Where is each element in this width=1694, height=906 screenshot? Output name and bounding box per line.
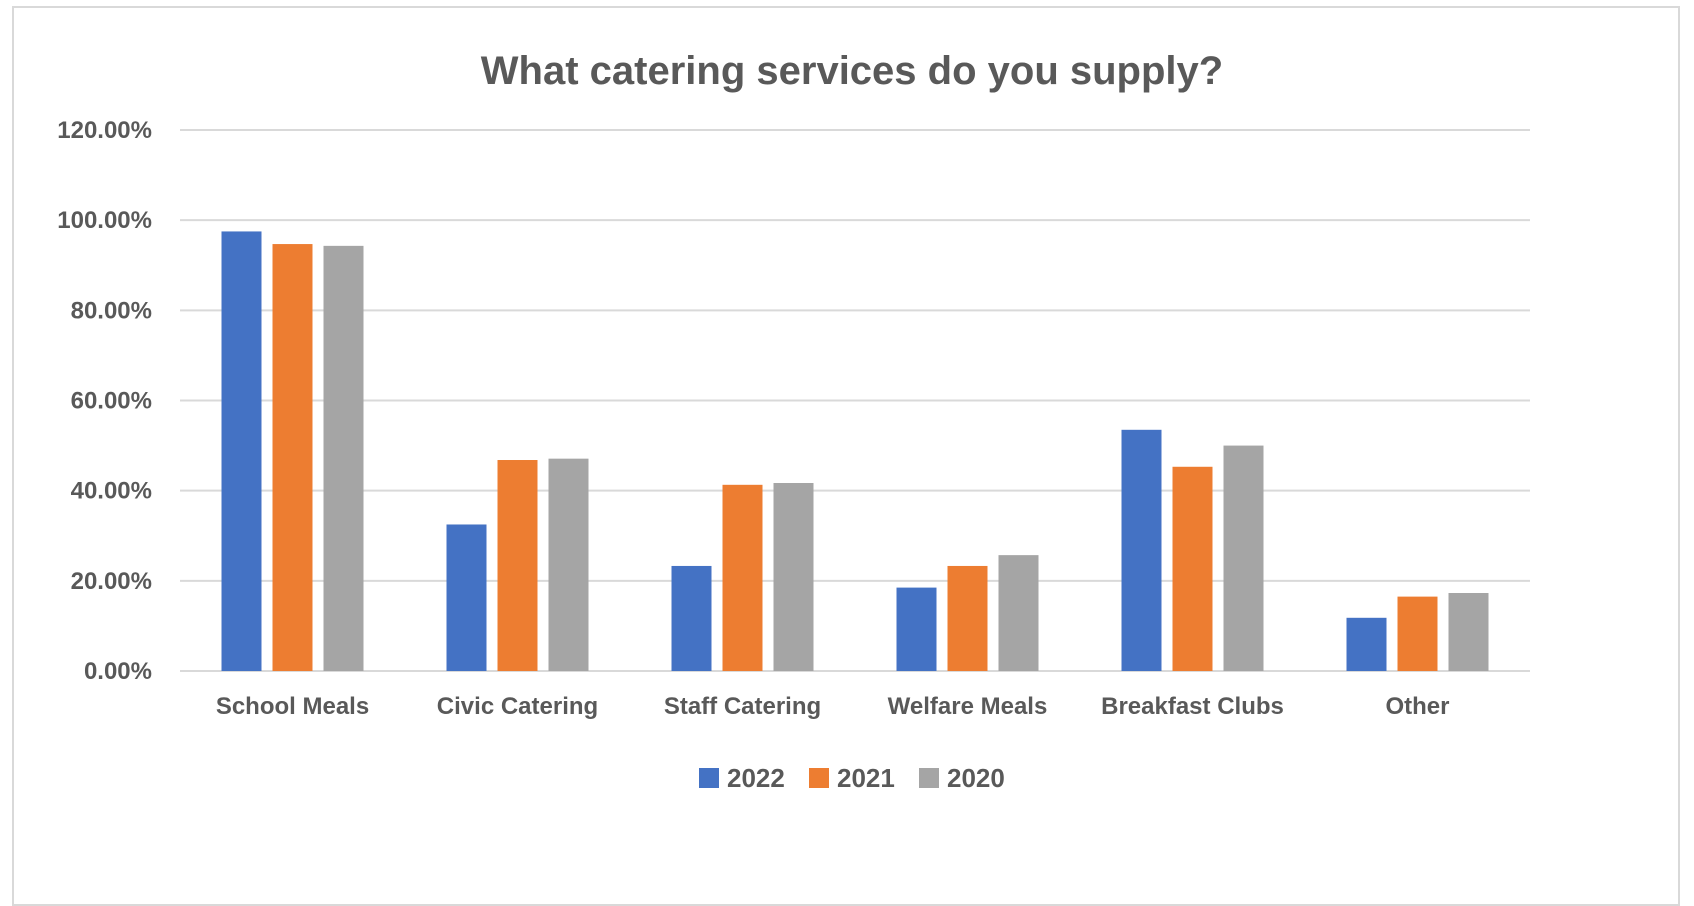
bar-2020-school-meals xyxy=(323,245,364,671)
bar-2021-breakfast-clubs xyxy=(1172,466,1213,671)
y-tick-label: 80.00% xyxy=(71,297,152,324)
bar-2020-breakfast-clubs xyxy=(1223,445,1264,671)
x-tick-label: Breakfast Clubs xyxy=(1101,693,1284,720)
y-tick-label: 20.00% xyxy=(71,568,152,595)
y-tick-label: 100.00% xyxy=(57,207,152,234)
bar-2020-other xyxy=(1448,593,1489,671)
legend-label-2021: 2021 xyxy=(837,763,895,793)
x-axis-ticks: School Meals Civic Catering Staff Catering… xyxy=(216,693,1450,720)
bar-2022-school-meals xyxy=(221,231,262,671)
bar-2020-welfare-meals xyxy=(998,555,1039,671)
chart-frame: What catering services do you supply? 0.… xyxy=(12,6,1680,906)
bar-2022-other xyxy=(1346,617,1387,671)
bar-2021-staff-catering xyxy=(722,484,763,671)
bar-2022-welfare-meals xyxy=(896,587,937,671)
chart-title: What catering services do you supply? xyxy=(481,49,1223,93)
bar-2022-staff-catering xyxy=(671,565,712,671)
bar-2020-staff-catering xyxy=(773,483,814,671)
bar-2022-breakfast-clubs xyxy=(1121,429,1162,671)
x-tick-label: Welfare Meals xyxy=(888,693,1048,720)
bar-2021-civic-catering xyxy=(497,460,538,671)
y-tick-label: 60.00% xyxy=(71,388,152,415)
bar-2021-other xyxy=(1397,596,1438,671)
y-tick-label: 120.00% xyxy=(57,117,152,144)
legend-label-2020: 2020 xyxy=(947,763,1005,793)
chart: What catering services do you supply? 0.… xyxy=(57,49,1530,793)
bar-2021-school-meals xyxy=(272,244,313,671)
x-tick-label: Staff Catering xyxy=(664,693,821,720)
gridlines xyxy=(180,129,1530,672)
x-tick-label: Civic Catering xyxy=(437,693,598,720)
legend-swatch-2022 xyxy=(699,768,719,788)
bar-2020-civic-catering xyxy=(548,458,589,671)
bars xyxy=(221,231,1489,671)
legend-swatch-2021 xyxy=(809,768,829,788)
legend: 2022 2021 2020 xyxy=(699,763,1005,793)
legend-swatch-2020 xyxy=(919,768,939,788)
legend-label-2022: 2022 xyxy=(727,763,785,793)
x-tick-label: Other xyxy=(1385,693,1449,720)
x-tick-label: School Meals xyxy=(216,693,369,720)
y-tick-label: 0.00% xyxy=(84,658,152,685)
bar-2021-welfare-meals xyxy=(947,565,988,671)
y-axis-ticks: 0.00% 20.00% 40.00% 60.00% 80.00% 100.00% 120.… xyxy=(57,117,152,685)
bar-2022-civic-catering xyxy=(446,524,487,671)
y-tick-label: 40.00% xyxy=(71,478,152,505)
